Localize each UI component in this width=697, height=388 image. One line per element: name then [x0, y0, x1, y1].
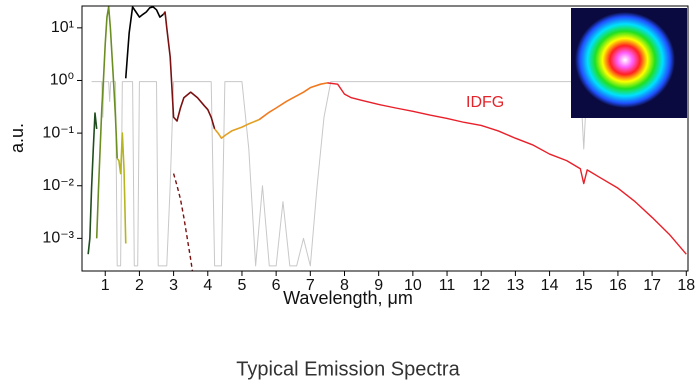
- spectrum-line: [163, 12, 214, 129]
- spectrum-line: [126, 7, 164, 78]
- chart-title: Typical Emission Spectra: [236, 358, 460, 380]
- x-tick-label: 14: [541, 277, 559, 294]
- spectrum-line: [97, 7, 118, 238]
- spectrum-line: [174, 174, 193, 271]
- spectrum-line: [215, 120, 259, 139]
- chart: IDFG Wavelength, μm a.u. Typical Emissio…: [0, 0, 697, 388]
- x-tick-label: 7: [306, 277, 315, 294]
- x-tick-label: 3: [169, 277, 178, 294]
- x-tick-label: 16: [609, 277, 627, 294]
- y-tick-label: 10¹: [51, 19, 74, 36]
- y-tick-label: 10⁰: [50, 72, 74, 89]
- x-tick-label: 2: [135, 277, 144, 294]
- beam-profile: [575, 12, 675, 108]
- y-tick-label: 10⁻¹: [42, 124, 74, 141]
- x-tick-label: 9: [374, 277, 383, 294]
- x-tick-label: 8: [340, 277, 349, 294]
- spectrum-line: [259, 83, 327, 120]
- x-tick-label: 10: [404, 277, 422, 294]
- x-tick-label: 6: [272, 277, 281, 294]
- page: {"chart_data": { "type": "line", "title"…: [0, 0, 697, 388]
- spectrum-line: [88, 113, 97, 254]
- x-tick-label: 13: [506, 277, 524, 294]
- x-tick-label: 1: [101, 277, 110, 294]
- annotation: IDFG: [466, 94, 504, 111]
- y-tick-label: 10⁻³: [42, 230, 74, 247]
- x-tick-label: 17: [643, 277, 661, 294]
- x-tick-label: 15: [575, 277, 593, 294]
- y-tick-label: 10⁻²: [42, 177, 74, 194]
- x-tick-label: 5: [238, 277, 247, 294]
- x-tick-label: 18: [677, 277, 695, 294]
- y-axis-label: a.u.: [7, 123, 27, 153]
- x-tick-label: 11: [439, 277, 456, 294]
- x-tick-label: 4: [203, 277, 212, 294]
- x-tick-label: 12: [472, 277, 490, 294]
